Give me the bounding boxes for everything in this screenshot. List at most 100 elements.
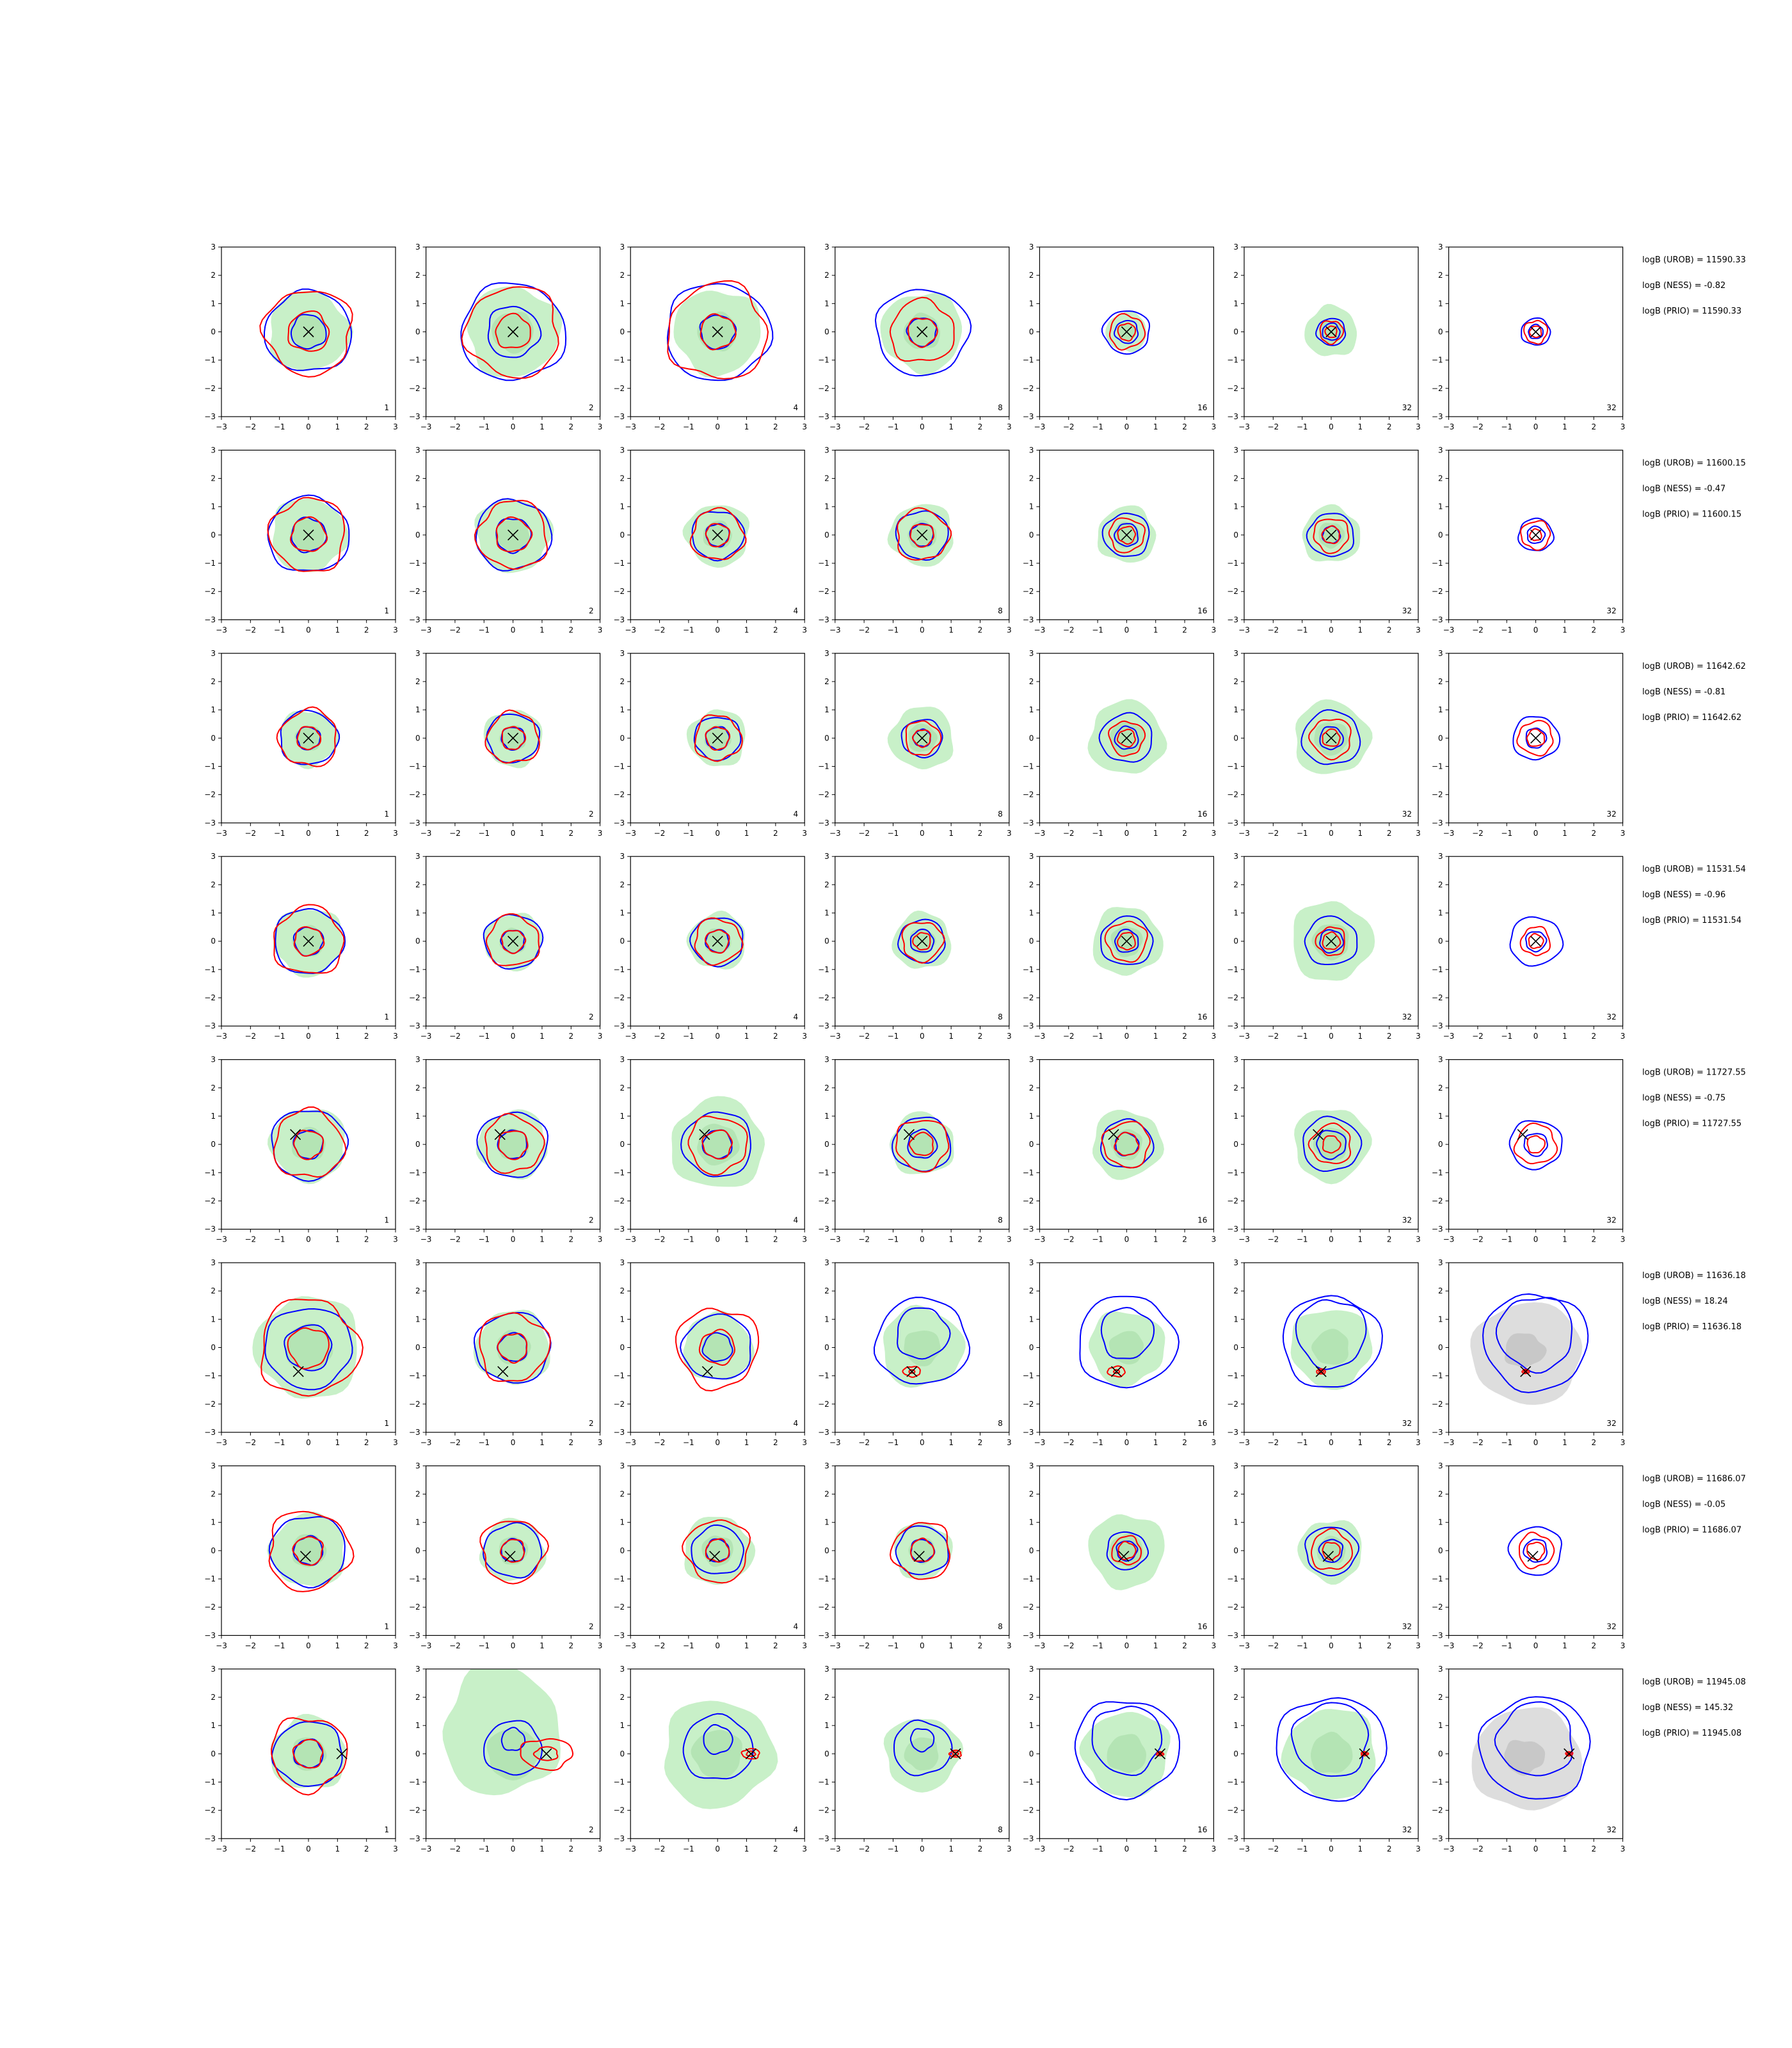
x-tick-label: 0 xyxy=(1124,1235,1130,1244)
y-tick-label: 2 xyxy=(620,1490,625,1499)
y-tick-label: 2 xyxy=(1029,271,1034,280)
y-tick-label: −3 xyxy=(204,819,216,828)
x-tick-label: −3 xyxy=(1034,1641,1046,1650)
blue-contour-inner xyxy=(1494,1701,1573,1777)
true-value-marker xyxy=(1520,1366,1532,1377)
x-tick-label: −1 xyxy=(1297,1844,1308,1853)
y-tick-label: 3 xyxy=(1233,243,1238,252)
panel-label: 32 xyxy=(1402,1216,1412,1225)
x-tick-label: −3 xyxy=(1443,829,1455,838)
y-tick-label: −1 xyxy=(613,559,625,568)
panel-r5-c7: −3 3 −2 2 −1 1 0 0 1 −1 2 −2 3 −3 32 xyxy=(1432,1055,1626,1244)
x-tick-label: 3 xyxy=(1007,1438,1012,1447)
blue-contour-outer xyxy=(1304,915,1358,966)
x-tick-label: 1 xyxy=(540,829,545,838)
true-value-marker xyxy=(1118,1551,1130,1562)
y-tick-label: −1 xyxy=(818,559,829,568)
panel-plot-area xyxy=(473,1309,552,1385)
blue-contour-outer xyxy=(892,1116,952,1172)
x-tick-label: −2 xyxy=(1267,1641,1279,1650)
x-tick-label: 2 xyxy=(978,1641,983,1650)
red-contour-outer xyxy=(1315,926,1345,957)
y-tick-label: 2 xyxy=(211,1693,216,1702)
y-tick-label: −2 xyxy=(1432,384,1443,393)
red-contour-inner xyxy=(1528,932,1544,949)
y-tick-label: −3 xyxy=(818,1021,829,1030)
red-contour-inner xyxy=(907,317,938,348)
x-tick-label: −2 xyxy=(1267,625,1279,634)
blue-contour-outer xyxy=(1100,915,1154,965)
y-tick-label: −1 xyxy=(613,762,625,771)
y-tick-label: −3 xyxy=(1023,1631,1034,1640)
y-tick-label: 3 xyxy=(620,649,625,658)
y-tick-label: 0 xyxy=(211,328,216,337)
y-tick-label: −3 xyxy=(1023,1428,1034,1437)
y-tick-label: 2 xyxy=(415,880,420,889)
panel-plot-area xyxy=(686,709,746,767)
y-tick-label: 1 xyxy=(1233,705,1238,714)
x-tick-label: 1 xyxy=(1153,625,1158,634)
true-value-marker xyxy=(497,1366,509,1377)
red-contour-outer xyxy=(1516,719,1554,757)
y-tick-label: −2 xyxy=(613,1603,625,1612)
green-density-inner xyxy=(1107,1734,1146,1773)
logb-annotation: logB (PRIO) = 11686.07 xyxy=(1642,1525,1741,1535)
x-tick-label: −1 xyxy=(478,1641,490,1650)
panel-r8-c7: −3 3 −2 2 −1 1 0 0 1 −1 2 −2 3 −3 32 xyxy=(1432,1665,1626,1853)
logb-annotation: logB (NESS) = -0.81 xyxy=(1642,687,1725,697)
x-tick-label: 0 xyxy=(1329,1641,1334,1650)
y-tick-label: 2 xyxy=(1029,474,1034,483)
green-density-inner xyxy=(908,1131,938,1160)
blue-contour-outer xyxy=(1302,1116,1363,1172)
red-contour-outer xyxy=(1111,1535,1142,1566)
red-contour-inner xyxy=(296,726,322,751)
y-tick-label: −1 xyxy=(204,356,216,365)
x-tick-label: 3 xyxy=(393,422,398,431)
x-tick-label: 2 xyxy=(568,1844,573,1853)
y-tick-label: −1 xyxy=(818,356,829,365)
x-tick-label: 1 xyxy=(1153,1235,1158,1244)
blue-contour-outer xyxy=(483,913,544,970)
panel-r6-c3: −3 3 −2 2 −1 1 0 0 1 −1 2 −2 3 −3 4 xyxy=(613,1258,807,1447)
x-tick-label: −1 xyxy=(683,1032,694,1041)
x-tick-label: 0 xyxy=(1329,422,1334,431)
panel-label: 1 xyxy=(384,1216,389,1225)
blue-contour-inner xyxy=(897,1307,951,1360)
x-tick-label: 1 xyxy=(335,829,340,838)
x-tick-label: −3 xyxy=(625,1032,636,1041)
blue-contour-outer xyxy=(680,1313,751,1380)
x-tick-label: 0 xyxy=(715,625,720,634)
x-tick-label: −2 xyxy=(244,1641,256,1650)
y-tick-label: −3 xyxy=(204,1225,216,1234)
x-tick-label: 2 xyxy=(1182,1235,1187,1244)
red-contour-outer xyxy=(694,714,743,762)
blue-contour-outer xyxy=(486,713,541,764)
y-tick-label: 2 xyxy=(1438,677,1443,686)
y-tick-label: −1 xyxy=(204,559,216,568)
true-value-marker xyxy=(950,1748,961,1759)
x-tick-label: 3 xyxy=(1620,829,1626,838)
x-tick-label: 1 xyxy=(1153,1844,1158,1853)
y-tick-label: 3 xyxy=(1233,1258,1238,1267)
y-tick-label: 1 xyxy=(620,1518,625,1527)
red-contour-outer xyxy=(1518,1532,1555,1570)
y-tick-label: 2 xyxy=(1233,1286,1238,1295)
x-tick-label: 3 xyxy=(598,1844,603,1853)
x-tick-label: 2 xyxy=(1387,829,1392,838)
y-tick-label: 2 xyxy=(620,474,625,483)
y-tick-label: −3 xyxy=(1227,1225,1238,1234)
y-tick-label: −3 xyxy=(1227,819,1238,828)
x-tick-label: 1 xyxy=(335,1438,340,1447)
x-tick-label: −3 xyxy=(625,829,636,838)
x-tick-label: 0 xyxy=(511,829,516,838)
x-tick-label: 1 xyxy=(948,1844,954,1853)
y-tick-label: 1 xyxy=(824,299,829,308)
x-tick-label: 2 xyxy=(568,1641,573,1650)
panel-r7-c4: −3 3 −2 2 −1 1 0 0 1 −1 2 −2 3 −3 8 xyxy=(818,1461,1012,1650)
x-tick-label: −3 xyxy=(1443,1032,1455,1041)
x-tick-label: 1 xyxy=(540,625,545,634)
x-tick-label: 3 xyxy=(1416,829,1421,838)
red-contour-outer xyxy=(1519,520,1551,551)
red-contour-inner xyxy=(293,926,325,957)
blue-contour-outer xyxy=(693,717,742,762)
